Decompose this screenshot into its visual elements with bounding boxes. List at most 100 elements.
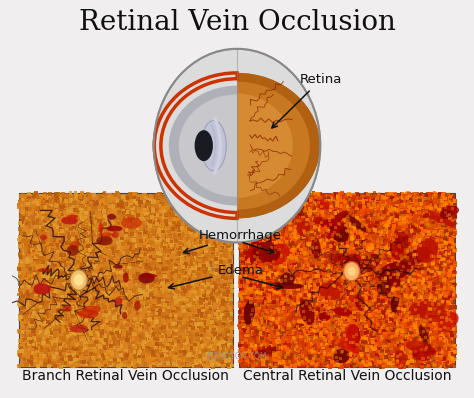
Point (196, 218, 203, 224)
Point (399, 328, 406, 334)
Point (341, 211, 348, 217)
Point (38, 344, 46, 351)
Point (59, 193, 67, 200)
Point (123, 282, 130, 288)
Point (436, 294, 443, 300)
Point (243, 275, 251, 282)
Point (448, 298, 456, 305)
Point (34, 252, 42, 259)
Point (179, 221, 186, 228)
Point (83, 271, 91, 277)
Point (187, 318, 194, 325)
Point (378, 239, 385, 246)
Point (244, 294, 251, 300)
Point (128, 330, 135, 337)
Point (446, 339, 454, 345)
Point (238, 310, 246, 316)
Point (400, 245, 408, 252)
Point (58, 298, 65, 304)
Point (74, 251, 82, 257)
Point (382, 358, 390, 365)
Point (366, 275, 374, 282)
Point (116, 220, 123, 226)
Point (19, 298, 27, 305)
Point (294, 340, 301, 346)
Point (281, 344, 288, 351)
Point (400, 263, 408, 270)
Point (392, 323, 400, 329)
Point (265, 274, 273, 280)
Point (271, 285, 279, 292)
Point (440, 191, 448, 197)
Point (184, 334, 191, 340)
Point (384, 260, 392, 266)
Point (306, 354, 313, 361)
Point (297, 347, 305, 353)
Point (37, 288, 45, 294)
Point (207, 197, 214, 203)
Point (282, 291, 289, 298)
Point (197, 274, 204, 280)
Point (164, 344, 172, 351)
Point (212, 285, 219, 291)
Point (89, 339, 97, 345)
Point (451, 263, 459, 269)
Point (382, 293, 390, 300)
Point (380, 312, 387, 319)
Point (155, 194, 163, 201)
Point (85, 206, 93, 212)
Text: Branch Retinal Vein Occlusion: Branch Retinal Vein Occlusion (22, 369, 229, 383)
Point (382, 316, 389, 322)
Point (325, 272, 332, 279)
Point (198, 329, 206, 335)
Point (378, 256, 385, 263)
Point (317, 312, 325, 318)
Point (292, 343, 300, 349)
Point (204, 344, 212, 351)
Point (144, 349, 152, 355)
Point (48, 271, 55, 277)
Point (279, 212, 286, 219)
Point (418, 328, 426, 334)
Point (409, 223, 417, 230)
Point (407, 304, 414, 310)
Point (426, 207, 434, 213)
Point (381, 233, 389, 239)
Point (450, 308, 458, 314)
Point (224, 339, 231, 345)
Point (367, 205, 374, 211)
Point (424, 340, 431, 346)
Point (318, 209, 326, 215)
Point (397, 213, 405, 220)
Point (218, 344, 225, 351)
Point (227, 242, 235, 248)
Point (416, 298, 424, 304)
Point (169, 249, 176, 256)
Point (100, 207, 107, 214)
Point (83, 230, 91, 236)
Point (57, 309, 64, 316)
Point (77, 289, 84, 295)
Point (365, 295, 373, 301)
Point (269, 203, 276, 210)
Point (337, 360, 345, 366)
Point (365, 326, 373, 333)
Point (88, 361, 95, 367)
Point (293, 208, 301, 215)
Point (62, 356, 70, 362)
Point (364, 246, 371, 252)
Point (392, 194, 400, 201)
Point (422, 237, 430, 243)
Point (257, 209, 265, 215)
Point (253, 204, 261, 211)
Point (183, 286, 191, 293)
Point (163, 317, 170, 323)
Point (352, 298, 360, 304)
Point (315, 325, 323, 331)
Point (121, 201, 129, 207)
Point (418, 234, 426, 241)
Point (402, 273, 410, 280)
Point (419, 196, 427, 203)
Point (62, 357, 70, 363)
Point (98, 310, 105, 316)
